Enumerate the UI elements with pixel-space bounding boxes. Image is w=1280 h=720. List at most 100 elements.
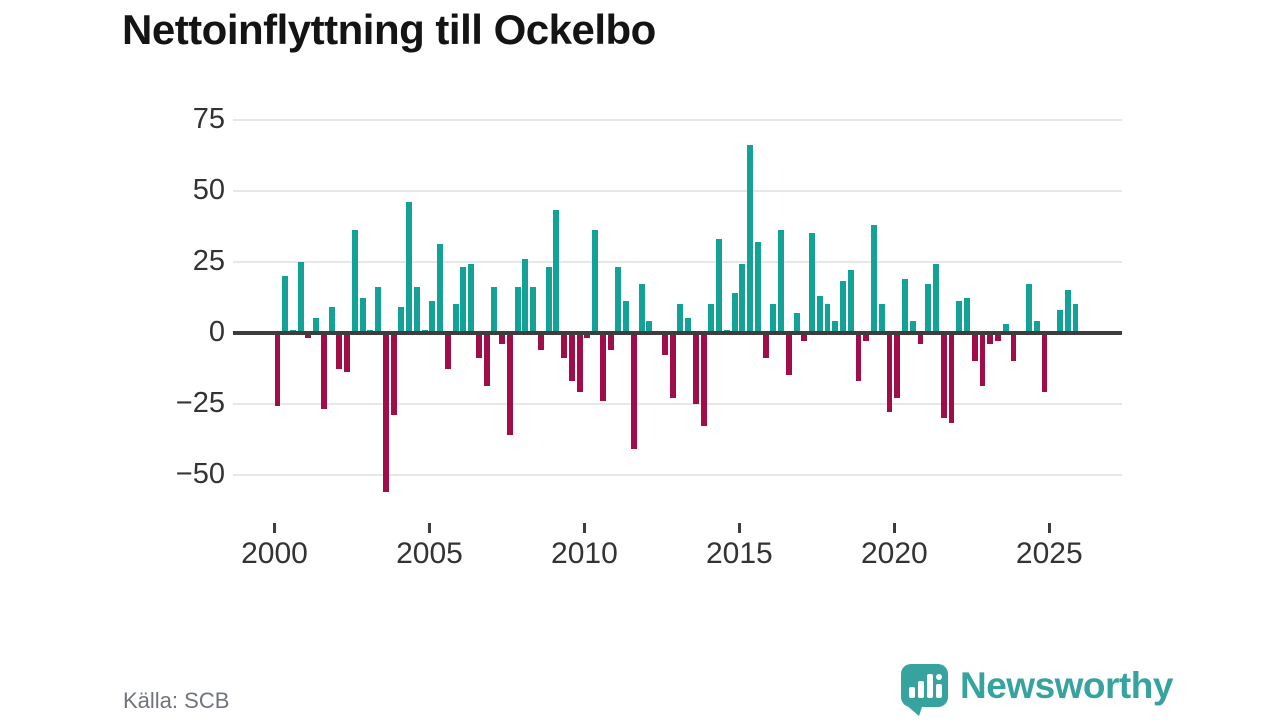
quarter-bar [1041, 332, 1048, 393]
logo-exclamation-stem [936, 684, 942, 698]
quarter-bar [855, 332, 862, 381]
quarter-bar [956, 301, 963, 333]
quarter-bar [460, 267, 467, 333]
quarter-bar [971, 332, 978, 361]
quarter-bar [282, 275, 289, 333]
quarter-bar [444, 332, 451, 370]
quarter-bar [902, 278, 908, 333]
quarter-bar [816, 295, 823, 333]
quarter-bar [537, 332, 544, 350]
source-caption: Källa: SCB [123, 688, 230, 713]
quarter-bar [685, 318, 692, 333]
quarter-bar [669, 332, 676, 398]
logo-exclamation-dot [936, 674, 942, 680]
quarter-bar [398, 306, 405, 333]
x-axis-tick [737, 523, 741, 533]
x-axis-label: 2020 [860, 537, 928, 570]
quarter-bar [584, 332, 591, 339]
quarter-bar [305, 332, 312, 339]
x-axis-label: 2015 [706, 537, 773, 570]
quarter-bar [824, 304, 831, 333]
x-axis-tick [582, 523, 586, 533]
quarter-bar [793, 312, 800, 333]
y-axis-label: −25 [175, 386, 225, 419]
quarter-bar [878, 304, 885, 333]
logo-bar-small [909, 687, 915, 698]
quarter-bar [491, 287, 498, 333]
quarter-bar [762, 332, 769, 359]
y-axis-label: −50 [175, 457, 225, 490]
quarter-bar [778, 230, 784, 333]
quarter-bar [661, 332, 668, 356]
quarter-bar [677, 304, 684, 333]
quarter-bar [995, 332, 1001, 342]
quarter-bar [739, 264, 746, 333]
x-axis-tick [273, 523, 276, 533]
quarter-bar [375, 287, 382, 333]
newsworthy-bar-chart-bubble-icon [901, 664, 948, 716]
quarter-bar [599, 332, 606, 401]
quarter-bar [568, 332, 575, 381]
quarter-bar [638, 284, 645, 333]
quarter-bar [987, 332, 994, 344]
quarter-bar [553, 210, 560, 333]
gridline [233, 473, 1122, 476]
quarter-bar [328, 306, 335, 333]
quarter-bar [514, 287, 521, 333]
quarter-bar [747, 145, 754, 333]
speech-bubble-tail [905, 704, 923, 716]
quarter-bar [886, 332, 893, 413]
quarter-bar [894, 332, 901, 398]
quarter-bar [561, 332, 568, 359]
gridline [233, 402, 1122, 405]
quarter-bar [607, 332, 614, 350]
quarter-bar [1057, 309, 1063, 333]
quarter-bar [809, 233, 815, 333]
quarter-bar [359, 298, 366, 333]
quarter-bar [948, 332, 955, 424]
quarter-bar [646, 321, 653, 333]
quarter-bar [708, 304, 715, 333]
quarter-bar [925, 284, 932, 333]
x-axis-tick [1047, 523, 1051, 533]
quarter-bar [1072, 304, 1079, 333]
quarter-bar [344, 332, 351, 373]
quarter-bar [336, 332, 343, 370]
quarter-bar [413, 287, 420, 333]
plot-area: 2000 2005 2010 2015 2020 2025 [233, 105, 1122, 570]
zero-axis-line [233, 330, 1122, 335]
quarter-bar [692, 332, 699, 404]
quarter-bar [917, 332, 924, 344]
quarter-bar [731, 292, 738, 333]
quarter-bar [382, 332, 389, 492]
quarter-bar [1002, 323, 1009, 333]
quarter-bar [1033, 321, 1040, 333]
publisher-logo: Newsworthy [901, 664, 1173, 716]
quarter-bar [754, 241, 761, 333]
quarter-bar [468, 264, 475, 333]
quarter-bar [871, 224, 877, 333]
quarter-bar [483, 332, 490, 387]
logo-bar-large [927, 674, 933, 698]
quarter-bar [1064, 289, 1071, 333]
x-axis-tick [892, 523, 896, 533]
quarter-bar [840, 281, 846, 333]
quarter-bar [630, 332, 637, 449]
quarter-bar [615, 267, 622, 333]
quarter-bar [700, 332, 707, 427]
x-axis-label: 2000 [241, 537, 308, 570]
quarter-bar [522, 258, 529, 333]
quarter-bar [429, 301, 436, 333]
y-axis-label: 0 [208, 315, 225, 348]
quarter-bar [592, 230, 599, 333]
quarter-bar [979, 332, 986, 387]
quarter-bar [933, 264, 939, 333]
gridline [233, 118, 1122, 121]
publisher-wordmark: Newsworthy [960, 664, 1173, 706]
quarter-bar [785, 332, 792, 376]
quarter-bar [576, 332, 583, 393]
quarter-bar [770, 304, 777, 333]
y-axis-label: 25 [192, 244, 225, 277]
quarter-bar [475, 332, 482, 359]
